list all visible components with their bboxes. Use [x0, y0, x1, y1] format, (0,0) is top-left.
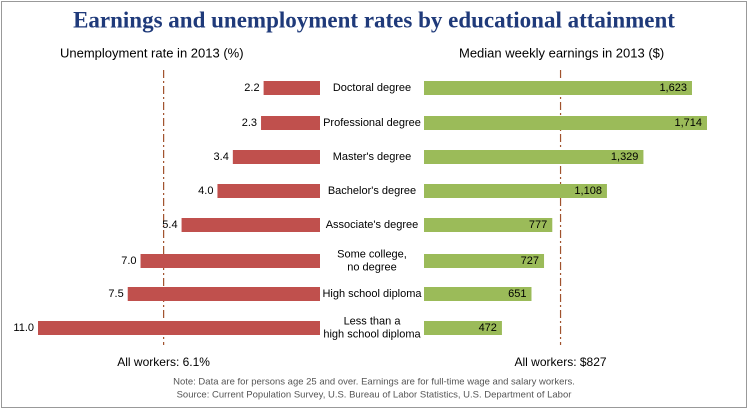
- chart-title: Earnings and unemployment rates by educa…: [73, 7, 675, 32]
- reference-label: All workers: 6.1%: [117, 355, 210, 369]
- value-label: 7.5: [108, 288, 123, 300]
- bar: [140, 254, 320, 268]
- value-label: 1,714: [674, 117, 702, 129]
- value-label: 727: [521, 255, 539, 267]
- value-label: 4.0: [198, 185, 213, 197]
- bar: [181, 218, 320, 232]
- source: Source: Current Population Survey, U.S. …: [177, 390, 572, 401]
- bar: [217, 184, 320, 198]
- bar: [261, 116, 320, 130]
- bar: [424, 321, 502, 335]
- bar: [38, 321, 320, 335]
- reference-label: All workers: $827: [515, 355, 607, 369]
- value-label: 5.4: [162, 219, 177, 231]
- bar: [424, 254, 545, 268]
- value-label: 1,623: [659, 82, 687, 94]
- value-label: 11.0: [13, 322, 34, 334]
- value-label: 777: [529, 219, 547, 231]
- bar: [424, 150, 644, 164]
- value-label: 1,329: [611, 151, 639, 163]
- bar: [424, 116, 707, 130]
- bar: [424, 218, 553, 232]
- bar: [263, 81, 320, 95]
- category-label: Less than a high school diploma: [323, 315, 421, 340]
- value-label: 3.4: [214, 151, 229, 163]
- value-label: 7.0: [121, 255, 136, 267]
- value-label: 2.2: [244, 82, 259, 94]
- value-label: 1,108: [574, 185, 602, 197]
- category-label: Some college, no degree: [337, 248, 407, 273]
- value-label: 2.3: [242, 117, 257, 129]
- left-axis-title: Unemployment rate in 2013 (%): [60, 45, 244, 60]
- category-label: Doctoral degree: [333, 82, 411, 94]
- note: Note: Data are for persons age 25 and ov…: [173, 377, 575, 388]
- bar: [127, 287, 321, 301]
- category-label: Professional degree: [323, 117, 421, 129]
- bar: [424, 287, 532, 301]
- bar: [424, 81, 692, 95]
- category-label: Bachelor's degree: [328, 185, 416, 197]
- category-label: High school diploma: [322, 288, 422, 300]
- category-label: Master's degree: [333, 151, 412, 163]
- bar: [232, 150, 320, 164]
- value-label: 472: [479, 322, 497, 334]
- right-axis-title: Median weekly earnings in 2013 ($): [459, 45, 664, 60]
- category-label: Associate's degree: [326, 219, 419, 231]
- value-label: 651: [508, 288, 526, 300]
- bar: [424, 184, 607, 198]
